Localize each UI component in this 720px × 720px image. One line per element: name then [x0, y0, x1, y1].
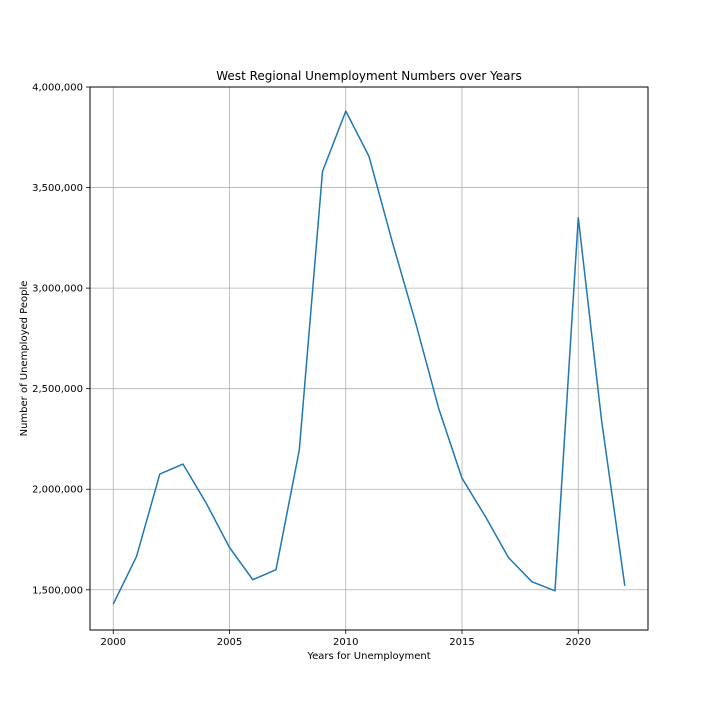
y-axis-ticks: 1,500,000 2,000,000 2,500,000 3,000,000 3,50… — [32, 83, 90, 596]
chart-title: West Regional Unemployment Numbers over … — [216, 69, 521, 83]
series-layer — [112, 110, 626, 605]
y-tick-label: 2,000,000 — [32, 485, 83, 496]
x-tick-label: 2000 — [101, 637, 126, 648]
x-tick-label: 2015 — [449, 637, 474, 648]
plot-area-frame — [89, 86, 649, 631]
y-tick-label: 3,500,000 — [32, 183, 83, 194]
y-tick-label: 2,500,000 — [32, 384, 83, 395]
x-tick-label: 2020 — [566, 637, 591, 648]
y-tick-label: 3,000,000 — [32, 284, 83, 295]
y-tick-label: 4,000,000 — [32, 83, 83, 94]
x-tick-label: 2005 — [217, 637, 242, 648]
series-line — [112, 110, 626, 605]
y-tick-label: 1,500,000 — [32, 585, 83, 596]
x-tick-label: 2010 — [333, 637, 358, 648]
x-axis-title: Years for Unemployment — [306, 651, 430, 662]
x-axis-ticks: 2000 2005 2010 2015 2020 — [101, 630, 591, 648]
y-axis-title: Number of Unemployed People — [19, 281, 30, 437]
